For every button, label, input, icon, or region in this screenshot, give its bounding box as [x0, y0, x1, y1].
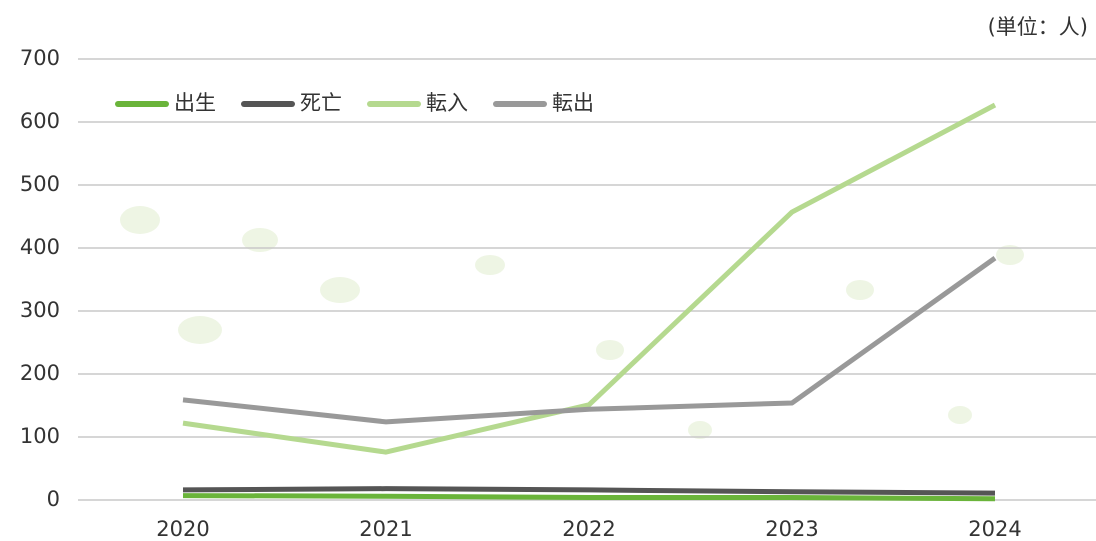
x-tick-label: 2023 [765, 517, 818, 541]
line-series [182, 486, 996, 496]
y-tick-label: 200 [20, 361, 60, 385]
unit-label: (単位：人) [988, 15, 1088, 39]
y-tick-label: 100 [20, 424, 60, 448]
y-tick-label: 600 [20, 109, 60, 133]
line-series [182, 102, 997, 455]
y-tick-label: 500 [20, 172, 60, 196]
y-tick-label: 400 [20, 235, 60, 259]
y-tick-label: 700 [20, 46, 60, 70]
x-tick-label: 2020 [156, 517, 209, 541]
legend-label: 出生 [174, 91, 216, 115]
x-tick-label: 2021 [359, 517, 412, 541]
legend-label: 転出 [552, 91, 594, 115]
y-tick-label: 300 [20, 298, 60, 322]
line-series [182, 493, 996, 502]
background-decor [120, 206, 1024, 439]
x-tick-label: 2024 [968, 517, 1021, 541]
legend-label: 死亡 [300, 91, 342, 115]
y-tick-label: 0 [47, 487, 60, 511]
line-series [182, 256, 997, 425]
legend-label: 転入 [426, 91, 468, 115]
x-tick-label: 2022 [562, 517, 615, 541]
